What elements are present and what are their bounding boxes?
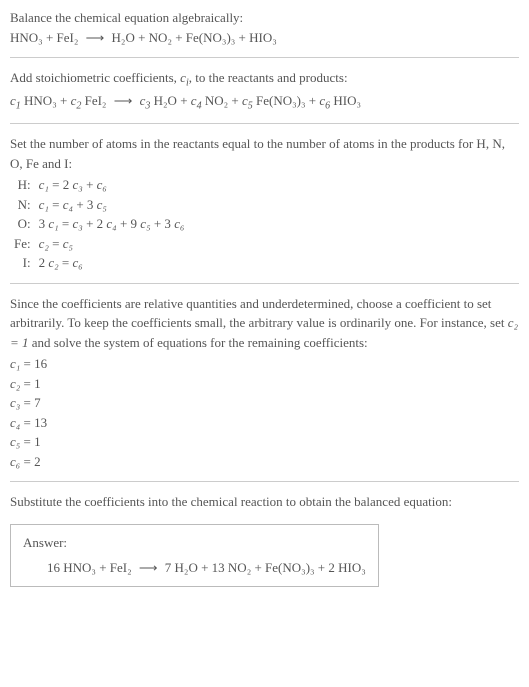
stoich-equation: c1 HNO₃ + c2 FeI₂ ⟶ c3 H₂O + c4 NO₂ + c5… <box>10 91 519 114</box>
solve-intro: Since the coefficients are relative quan… <box>10 294 519 353</box>
element-label: N: <box>10 195 35 215</box>
atoms-section: Set the number of atoms in the reactants… <box>10 134 519 273</box>
solve-section: Since the coefficients are relative quan… <box>10 294 519 472</box>
coeff-var: c₄ <box>63 197 73 212</box>
subst-section: Substitute the coefficients into the che… <box>10 492 519 512</box>
coeff-var: c₄ <box>10 415 20 430</box>
species: HIO₃ <box>330 93 361 108</box>
coeff-value: c₂ = 1 <box>10 374 519 394</box>
intro-eq-lhs: HNO₃ + FeI₂ <box>10 30 78 45</box>
coeff-var: c₁ <box>48 216 58 231</box>
coeff-var: c₆ <box>73 255 83 270</box>
coeff-var: c₃ <box>73 177 83 192</box>
coeff-var: c₄ <box>106 216 116 231</box>
intro-text: Balance the chemical equation algebraica… <box>10 8 519 28</box>
stoich-section: Add stoichiometric coefficients, ci, to … <box>10 68 519 113</box>
element-label: Fe: <box>10 234 35 254</box>
coeff-var: c₂ <box>48 255 58 270</box>
intro-eq-rhs: H₂O + NO₂ + Fe(NO₃)₃ + HIO₃ <box>112 30 277 45</box>
solve-intro-b: and solve the system of equations for th… <box>29 335 368 350</box>
atoms-table: H:c₁ = 2 c₃ + c₆N:c₁ = c₄ + 3 c₅O:3 c₁ =… <box>10 175 188 273</box>
divider <box>10 123 519 124</box>
element-label: O: <box>10 214 35 234</box>
subst-text: Substitute the coefficients into the che… <box>10 492 519 512</box>
coeff-var: c₃ <box>10 395 20 410</box>
stoich-text-b: , to the reactants and products: <box>189 70 348 85</box>
coeff-value: c₆ = 2 <box>10 452 519 472</box>
coeff-var: c₁ <box>39 177 49 192</box>
answer-box: Answer: 16 HNO₃ + FeI₂ ⟶ 7 H₂O + 13 NO₂ … <box>10 524 379 587</box>
coeff-var: c₆ <box>174 216 184 231</box>
ci-var: ci <box>180 70 189 85</box>
arrow-icon: ⟶ <box>110 93 137 108</box>
species: FeI₂ <box>81 93 106 108</box>
coeff-var: c₆ <box>10 454 20 469</box>
atom-eq: 3 c₁ = c₃ + 2 c₄ + 9 c₅ + 3 c₆ <box>35 214 189 234</box>
coeff-list: c₁ = 16c₂ = 1c₃ = 7c₄ = 13c₅ = 1c₆ = 2 <box>10 354 519 471</box>
coeff-var: c1 <box>10 93 21 108</box>
atom-eq: 2 c₂ = c₆ <box>35 253 189 273</box>
atoms-row: I:2 c₂ = c₆ <box>10 253 188 273</box>
coeff-var: c₅ <box>63 236 73 251</box>
coeff-var: c₃ <box>73 216 83 231</box>
coeff-var: c4 <box>191 93 202 108</box>
atoms-row: H:c₁ = 2 c₃ + c₆ <box>10 175 188 195</box>
coeff-var: c6 <box>319 93 330 108</box>
answer-rhs: 7 H₂O + 13 NO₂ + Fe(NO₃)₃ + 2 HIO₃ <box>165 560 366 575</box>
answer-equation: 16 HNO₃ + FeI₂ ⟶ 7 H₂O + 13 NO₂ + Fe(NO₃… <box>23 558 366 578</box>
coeff-value: c₁ = 16 <box>10 354 519 374</box>
coeff-var: c₅ <box>97 197 107 212</box>
atom-eq: c₁ = 2 c₃ + c₆ <box>35 175 189 195</box>
coeff-var: c₅ <box>140 216 150 231</box>
element-label: I: <box>10 253 35 273</box>
coeff-var: c5 <box>242 93 253 108</box>
stoich-text: Add stoichiometric coefficients, ci, to … <box>10 68 519 91</box>
arrow-icon: ⟶ <box>82 30 109 45</box>
atoms-row: Fe:c₂ = c₅ <box>10 234 188 254</box>
intro-section: Balance the chemical equation algebraica… <box>10 8 519 47</box>
coeff-var: c₁ <box>39 197 49 212</box>
coeff-value: c₄ = 13 <box>10 413 519 433</box>
species: Fe(NO₃)₃ + <box>253 93 320 108</box>
species: NO₂ + <box>202 93 242 108</box>
coeff-var: c₆ <box>97 177 107 192</box>
atoms-intro: Set the number of atoms in the reactants… <box>10 134 519 173</box>
answer-lhs: 16 HNO₃ + FeI₂ <box>47 560 132 575</box>
intro-equation: HNO₃ + FeI₂ ⟶ H₂O + NO₂ + Fe(NO₃)₃ + HIO… <box>10 28 519 48</box>
coeff-var: c₅ <box>10 434 20 449</box>
coeff-value: c₃ = 7 <box>10 393 519 413</box>
species: HNO₃ + <box>21 93 71 108</box>
divider <box>10 283 519 284</box>
stoich-rhs: c3 H₂O + c4 NO₂ + c5 Fe(NO₃)₃ + c6 HIO₃ <box>140 93 361 108</box>
species: H₂O + <box>150 93 190 108</box>
stoich-lhs: c1 HNO₃ + c2 FeI₂ <box>10 93 106 108</box>
coeff-var: c₂ <box>10 376 20 391</box>
element-label: H: <box>10 175 35 195</box>
atom-eq: c₂ = c₅ <box>35 234 189 254</box>
atom-eq: c₁ = c₄ + 3 c₅ <box>35 195 189 215</box>
coeff-var: c2 <box>71 93 82 108</box>
atoms-row: O:3 c₁ = c₃ + 2 c₄ + 9 c₅ + 3 c₆ <box>10 214 188 234</box>
answer-title: Answer: <box>23 533 366 553</box>
coeff-value: c₅ = 1 <box>10 432 519 452</box>
coeff-var: c₂ <box>39 236 49 251</box>
atoms-row: N:c₁ = c₄ + 3 c₅ <box>10 195 188 215</box>
stoich-text-a: Add stoichiometric coefficients, <box>10 70 180 85</box>
divider <box>10 57 519 58</box>
coeff-var: c₁ <box>10 356 20 371</box>
divider <box>10 481 519 482</box>
solve-intro-a: Since the coefficients are relative quan… <box>10 296 508 331</box>
coeff-var: c3 <box>140 93 151 108</box>
arrow-icon: ⟶ <box>135 560 162 575</box>
